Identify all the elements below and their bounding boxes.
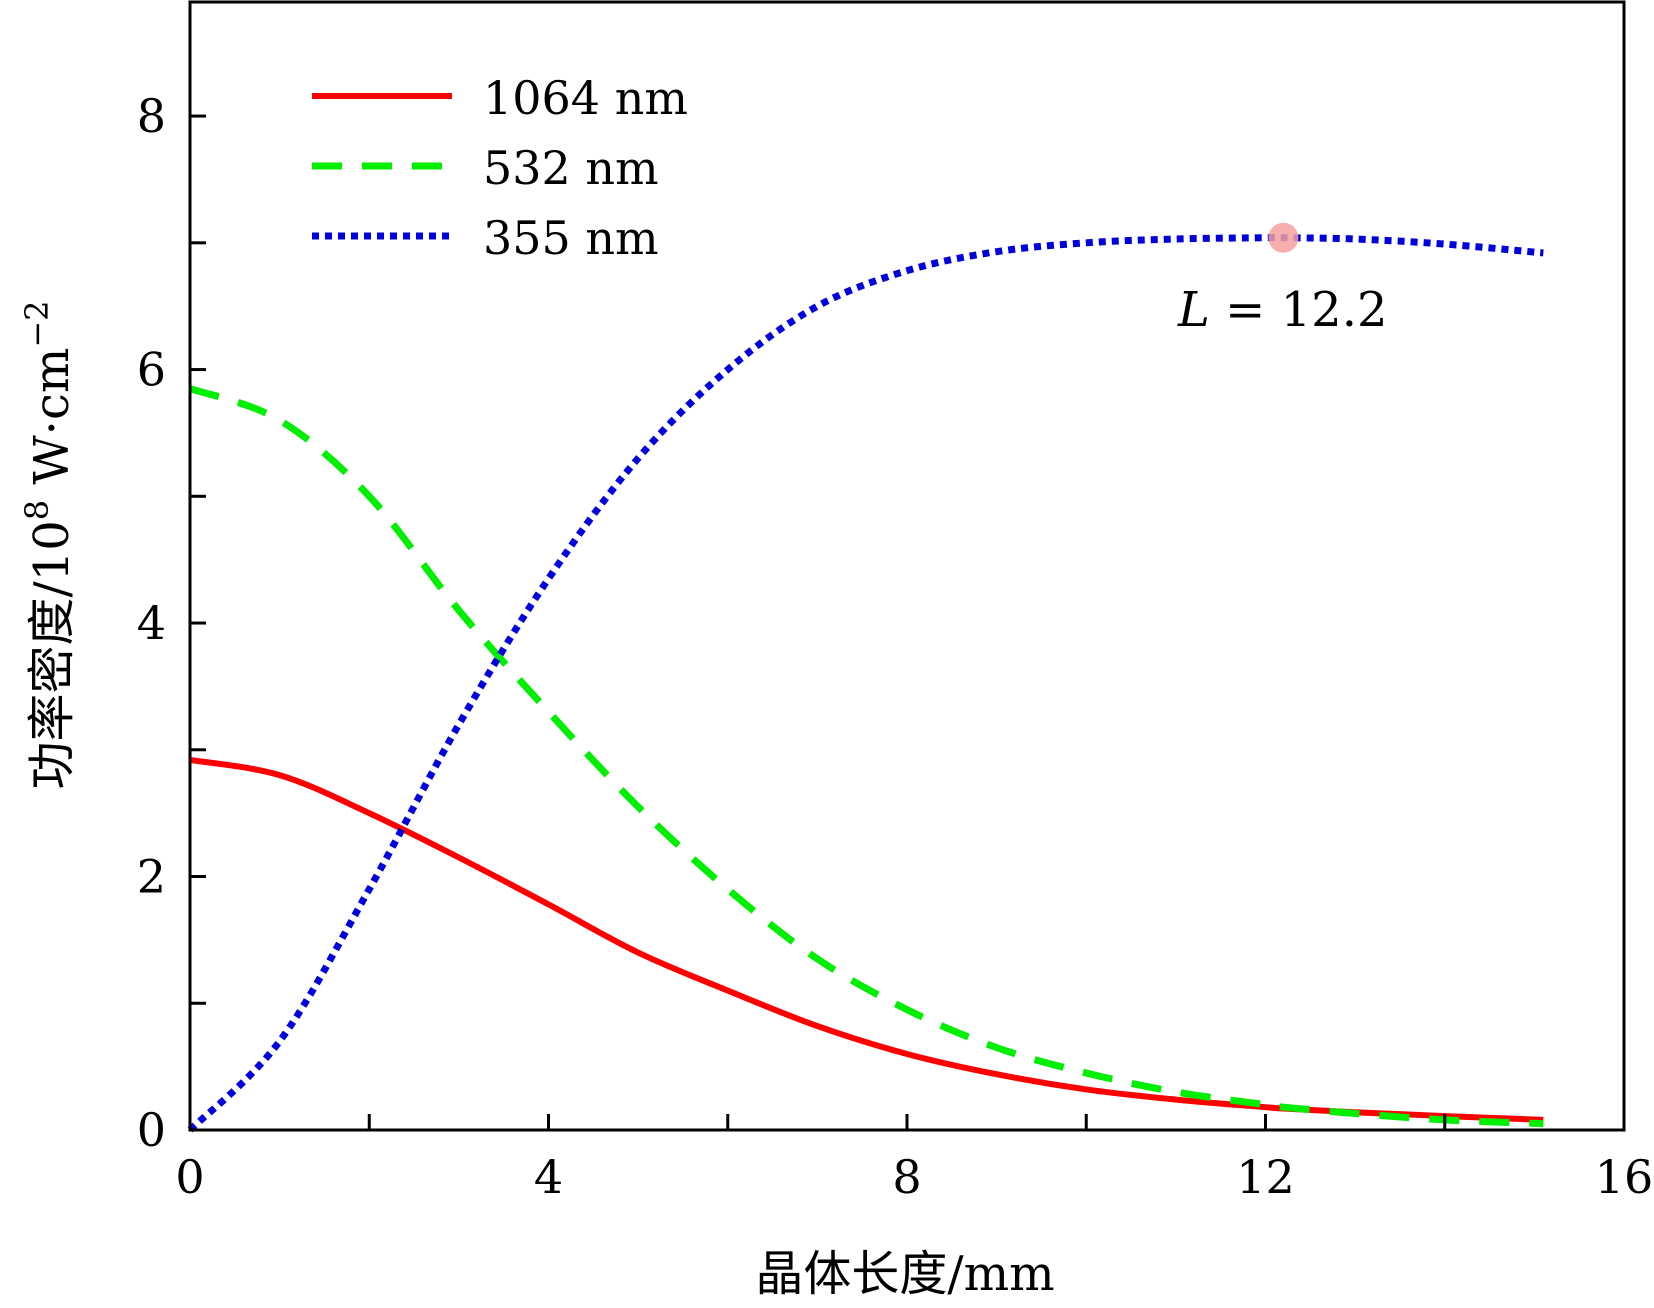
plot-frame bbox=[188, 0, 1626, 1132]
legend-label-1064nm: 1064 nm bbox=[483, 71, 688, 125]
x-tick-label: 8 bbox=[892, 1150, 921, 1204]
legend-label-532nm: 532 nm bbox=[483, 141, 659, 195]
y-axis-title-exp2: −2 bbox=[18, 300, 56, 347]
annotation-marker bbox=[1268, 222, 1299, 253]
y-axis-title-exp1: 8 bbox=[18, 500, 56, 520]
ticks-layer: 0 4 8 12 16 0 2 4 6 8 bbox=[137, 89, 1654, 1204]
x-tick-label: 16 bbox=[1595, 1150, 1654, 1204]
legend: 1064 nm 532 nm 355 nm bbox=[312, 71, 688, 265]
y-tick-label: 6 bbox=[137, 343, 166, 397]
y-tick-label: 8 bbox=[137, 89, 166, 143]
annotation-label-value: = 12.2 bbox=[1210, 282, 1388, 338]
y-tick-label: 2 bbox=[137, 850, 166, 904]
series-line-355nm bbox=[187, 234, 1544, 1133]
annotation-label: L = 12.2 bbox=[1177, 282, 1387, 338]
y-tick-label: 0 bbox=[137, 1103, 166, 1157]
legend-label-355nm: 355 nm bbox=[483, 211, 659, 265]
x-tick-label: 4 bbox=[534, 1150, 563, 1204]
x-tick-label: 12 bbox=[1236, 1150, 1295, 1204]
series-line-532nm bbox=[188, 385, 1544, 1128]
series-layer bbox=[187, 234, 1544, 1133]
series-line-1064nm bbox=[189, 756, 1544, 1123]
annotation-layer bbox=[1268, 222, 1299, 253]
x-axis-title: 晶体长度/mm bbox=[755, 1246, 1054, 1302]
annotation-label-prefix: L bbox=[1177, 282, 1210, 338]
y-axis-title-unit: W·cm bbox=[24, 348, 80, 500]
x-tick-label: 0 bbox=[175, 1150, 204, 1204]
y-axis-title-main: 功率密度/10 bbox=[24, 520, 80, 789]
y-axis-title: 功率密度/108 W·cm−2 bbox=[18, 300, 80, 789]
y-tick-label: 4 bbox=[137, 596, 166, 650]
